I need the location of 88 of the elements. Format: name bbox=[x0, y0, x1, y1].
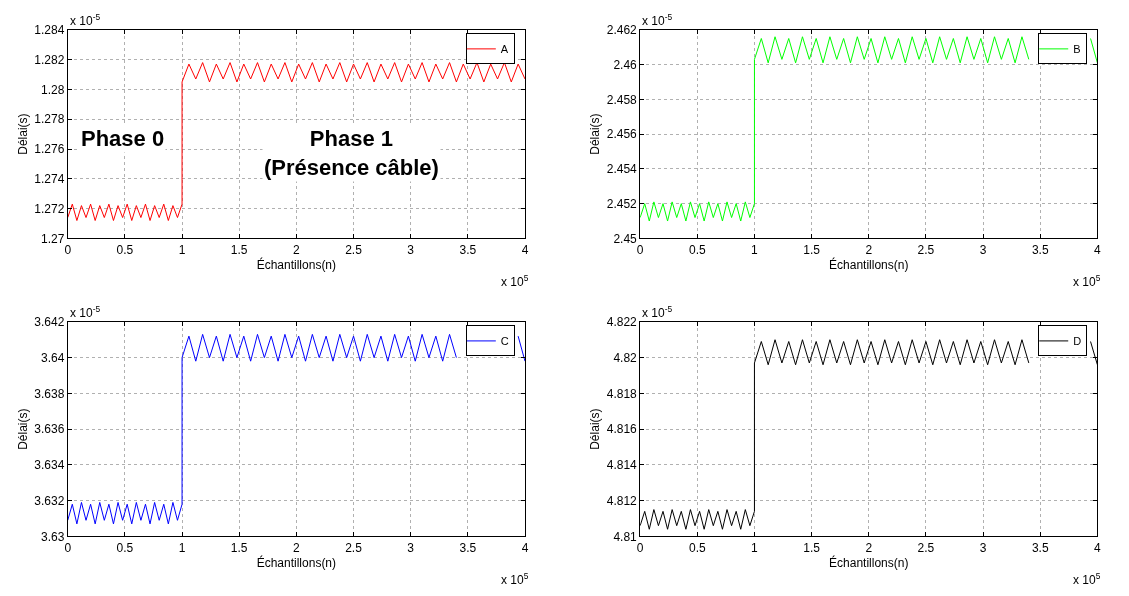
y-tick-label: 4.81 bbox=[613, 529, 638, 544]
y-tick-label: 3.64 bbox=[40, 350, 65, 365]
y-tick-label: 3.636 bbox=[34, 422, 65, 437]
legend-label: B bbox=[1073, 43, 1081, 56]
x-tick-label: 2 bbox=[293, 540, 301, 555]
x-tick-label: 0.5 bbox=[116, 540, 134, 555]
y-tick-label: 1.274 bbox=[34, 172, 65, 186]
x-tick-label: 3.5 bbox=[1031, 242, 1049, 257]
x-tick-label: 1 bbox=[751, 242, 759, 257]
x-tick-label: 1 bbox=[751, 540, 759, 555]
y-tick-label: 3.638 bbox=[34, 386, 65, 401]
x-tick-label: 2.5 bbox=[345, 540, 363, 555]
x-tick-label: 2.5 bbox=[345, 242, 363, 257]
x-tick-label: 1.5 bbox=[803, 242, 821, 257]
x-tick-label: 4 bbox=[521, 242, 529, 257]
y-axis-title: Délai(s) bbox=[15, 408, 30, 450]
line-series bbox=[67, 62, 525, 222]
y-tick-label: 4.816 bbox=[606, 422, 638, 437]
text: x 10$^{5}$ bbox=[1073, 571, 1101, 588]
y-tick-label: 2.45 bbox=[613, 231, 638, 246]
x-tick-label: 0 bbox=[64, 242, 72, 257]
x-tick-label: 3 bbox=[979, 540, 987, 555]
y-tick-label: 1.27 bbox=[40, 231, 65, 246]
x-tick-label: 4 bbox=[521, 540, 529, 555]
legend-label: D bbox=[1073, 335, 1082, 348]
text: x 10$^{-5}$ bbox=[642, 304, 673, 321]
y-axis-title: Délai(s) bbox=[588, 408, 603, 450]
x-tick-label: 3 bbox=[407, 540, 415, 555]
y-tick-label: 4.822 bbox=[606, 315, 638, 330]
x-tick-label: 1 bbox=[178, 540, 186, 555]
annotation: Phase 0 bbox=[81, 126, 165, 151]
text: x 10$^{-5}$ bbox=[642, 12, 673, 29]
x-tick-label: 0 bbox=[636, 540, 644, 555]
y-tick-label: 4.818 bbox=[606, 386, 638, 401]
y-tick-label: 4.812 bbox=[606, 493, 638, 508]
y-tick-label: 2.462 bbox=[606, 23, 638, 37]
x-tick-label: 1.5 bbox=[230, 242, 248, 257]
y-tick-label: 3.63 bbox=[40, 529, 65, 544]
x-tick-label: 2.5 bbox=[917, 242, 935, 257]
y-tick-label: 2.458 bbox=[606, 92, 638, 107]
x-axis-title: Échantillons(n) bbox=[829, 256, 909, 272]
text: x 10$^{-5}$ bbox=[70, 304, 101, 321]
y-tick-label: 1.282 bbox=[34, 52, 65, 67]
legend-label: A bbox=[500, 43, 509, 56]
x-axis-title: Échantillons(n) bbox=[256, 554, 337, 570]
y-tick-label: 3.634 bbox=[34, 458, 65, 473]
x-tick-label: 4 bbox=[1094, 540, 1102, 555]
x-tick-label: 3 bbox=[407, 242, 415, 257]
y-tick-label: 1.284 bbox=[34, 23, 65, 37]
x-tick-label: 3.5 bbox=[1031, 540, 1049, 555]
x-tick-label: 2.5 bbox=[917, 540, 935, 555]
x-tick-label: 0 bbox=[636, 242, 644, 257]
annotation: Phase 1 (Présence câble) bbox=[264, 126, 439, 180]
y-tick-label: 4.82 bbox=[613, 350, 638, 365]
x-tick-label: 0.5 bbox=[116, 242, 134, 257]
x-tick-label: 1.5 bbox=[803, 540, 821, 555]
x-tick-label: 2 bbox=[865, 540, 873, 555]
text: x 10$^{5}$ bbox=[1073, 273, 1101, 290]
y-tick-label: 1.28 bbox=[40, 82, 65, 97]
x-axis-title: Échantillons(n) bbox=[829, 554, 909, 570]
y-tick-label: 4.814 bbox=[606, 458, 638, 473]
y-tick-label: 2.456 bbox=[606, 127, 638, 142]
x-tick-label: 0 bbox=[64, 540, 72, 555]
x-axis-title: Échantillons(n) bbox=[256, 256, 337, 272]
y-tick-label: 1.276 bbox=[34, 142, 65, 157]
y-tick-label: 1.272 bbox=[34, 201, 65, 216]
x-tick-label: 0.5 bbox=[688, 540, 706, 555]
y-tick-label: 3.632 bbox=[34, 493, 65, 508]
x-tick-label: 2 bbox=[293, 242, 301, 257]
x-tick-label: 3.5 bbox=[459, 540, 477, 555]
x-tick-label: 1 bbox=[178, 242, 186, 257]
y-axis-title: Délai(s) bbox=[15, 113, 30, 155]
y-tick-label: 2.454 bbox=[606, 162, 638, 177]
text: x 10$^{5}$ bbox=[501, 571, 529, 588]
x-tick-label: 1.5 bbox=[230, 540, 248, 555]
legend-label: C bbox=[500, 335, 509, 348]
y-tick-label: 2.452 bbox=[606, 196, 638, 211]
y-tick-label: 3.642 bbox=[34, 315, 65, 330]
x-tick-label: 3 bbox=[979, 242, 987, 257]
x-tick-label: 4 bbox=[1094, 242, 1102, 257]
y-tick-label: 2.46 bbox=[613, 57, 638, 72]
y-axis-title: Délai(s) bbox=[588, 113, 603, 155]
x-tick-label: 3.5 bbox=[459, 242, 477, 257]
x-tick-label: 0.5 bbox=[688, 242, 706, 257]
y-tick-label: 1.278 bbox=[34, 112, 65, 127]
text: x 10$^{-5}$ bbox=[70, 12, 101, 29]
x-tick-label: 2 bbox=[865, 242, 873, 257]
text: x 10$^{5}$ bbox=[501, 273, 529, 290]
